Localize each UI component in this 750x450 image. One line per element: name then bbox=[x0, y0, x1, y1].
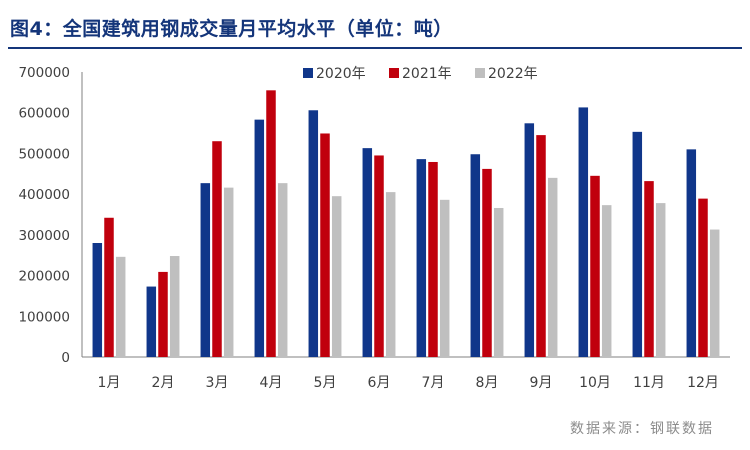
x-tick-label: 3月 bbox=[206, 375, 229, 391]
bar-2022年-9月 bbox=[547, 177, 558, 357]
bar-2022年-4月 bbox=[277, 183, 288, 357]
x-tick-label: 4月 bbox=[260, 375, 283, 391]
legend-label: 2020年 bbox=[316, 66, 366, 82]
y-tick-label: 600000 bbox=[18, 106, 70, 122]
bar-2022年-2月 bbox=[169, 256, 180, 357]
legend-swatch bbox=[303, 68, 313, 78]
bar-2022年-10月 bbox=[601, 205, 612, 357]
bar-2020年-6月 bbox=[362, 148, 373, 357]
bar-2021年-6月 bbox=[374, 155, 384, 357]
x-tick-label: 6月 bbox=[368, 375, 391, 391]
x-tick-label: 11月 bbox=[633, 375, 665, 391]
bar-2022年-8月 bbox=[493, 207, 504, 357]
y-tick-label: 700000 bbox=[18, 65, 70, 81]
bar-2022年-6月 bbox=[385, 192, 396, 357]
bar-2021年-1月 bbox=[104, 217, 114, 357]
y-tick-label: 400000 bbox=[18, 187, 70, 203]
x-axis-ticks: 1月 2月 3月 4月 5月 6月 7月 8月 9月 10月 11月 12月 bbox=[98, 375, 719, 391]
y-tick-label: 500000 bbox=[18, 146, 70, 162]
legend-label: 2022年 bbox=[488, 66, 538, 82]
bar-2021年-2月 bbox=[158, 271, 168, 357]
legend-swatch bbox=[389, 68, 399, 78]
y-tick-label: 200000 bbox=[18, 269, 70, 285]
bar-2020年-12月 bbox=[686, 149, 697, 357]
bar-2021年-8月 bbox=[482, 168, 492, 357]
legend-swatch bbox=[475, 68, 485, 78]
bar-2021年-7月 bbox=[428, 161, 438, 357]
x-tick-label: 7月 bbox=[422, 375, 445, 391]
x-tick-label: 10月 bbox=[579, 375, 611, 391]
bar-2021年-5月 bbox=[320, 133, 330, 357]
legend-label: 2021年 bbox=[402, 66, 452, 82]
axes bbox=[81, 72, 730, 358]
x-tick-label: 1月 bbox=[98, 375, 121, 391]
bar-2020年-2月 bbox=[146, 286, 157, 357]
bar-2020年-4月 bbox=[254, 119, 265, 357]
bar-2021年-4月 bbox=[266, 90, 276, 357]
bar-2021年-12月 bbox=[698, 198, 708, 357]
y-axis-ticks: 0 100000 200000 300000 400000 500000 600000 700… bbox=[18, 65, 70, 366]
bar-2020年-11月 bbox=[632, 131, 643, 357]
x-tick-label: 5月 bbox=[314, 375, 337, 391]
bar-2020年-8月 bbox=[470, 154, 481, 357]
bar-2021年-10月 bbox=[590, 175, 600, 357]
bar-2020年-3月 bbox=[200, 183, 211, 357]
y-tick-label: 100000 bbox=[18, 309, 70, 325]
legend: 2020年 2021年 2022年 bbox=[303, 66, 538, 82]
bar-2020年-5月 bbox=[308, 110, 319, 358]
bar-2022年-11月 bbox=[655, 203, 666, 357]
bars bbox=[92, 90, 720, 358]
bar-2022年-3月 bbox=[223, 187, 234, 357]
y-tick-label: 300000 bbox=[18, 228, 70, 244]
bar-2022年-12月 bbox=[709, 229, 720, 357]
bar-2021年-11月 bbox=[644, 181, 654, 357]
x-tick-label: 2月 bbox=[152, 375, 175, 391]
bar-2022年-5月 bbox=[331, 196, 342, 357]
bar-2021年-9月 bbox=[536, 135, 546, 357]
source-note: 数据来源：钢联数据 bbox=[570, 421, 714, 437]
bar-2020年-9月 bbox=[524, 123, 535, 357]
x-tick-label: 8月 bbox=[476, 375, 499, 391]
bar-2020年-10月 bbox=[578, 107, 589, 357]
chart-title: 图4：全国建筑用钢成交量月平均水平（单位：吨） bbox=[10, 18, 453, 40]
bar-2020年-1月 bbox=[92, 243, 103, 357]
bar-2021年-3月 bbox=[212, 141, 222, 357]
x-tick-label: 12月 bbox=[687, 375, 719, 391]
title-underline bbox=[8, 47, 742, 49]
bar-2022年-1月 bbox=[115, 256, 126, 357]
x-tick-label: 9月 bbox=[530, 375, 553, 391]
bar-2020年-7月 bbox=[416, 159, 427, 357]
y-tick-label: 0 bbox=[61, 350, 70, 366]
bar-2022年-7月 bbox=[439, 199, 450, 357]
